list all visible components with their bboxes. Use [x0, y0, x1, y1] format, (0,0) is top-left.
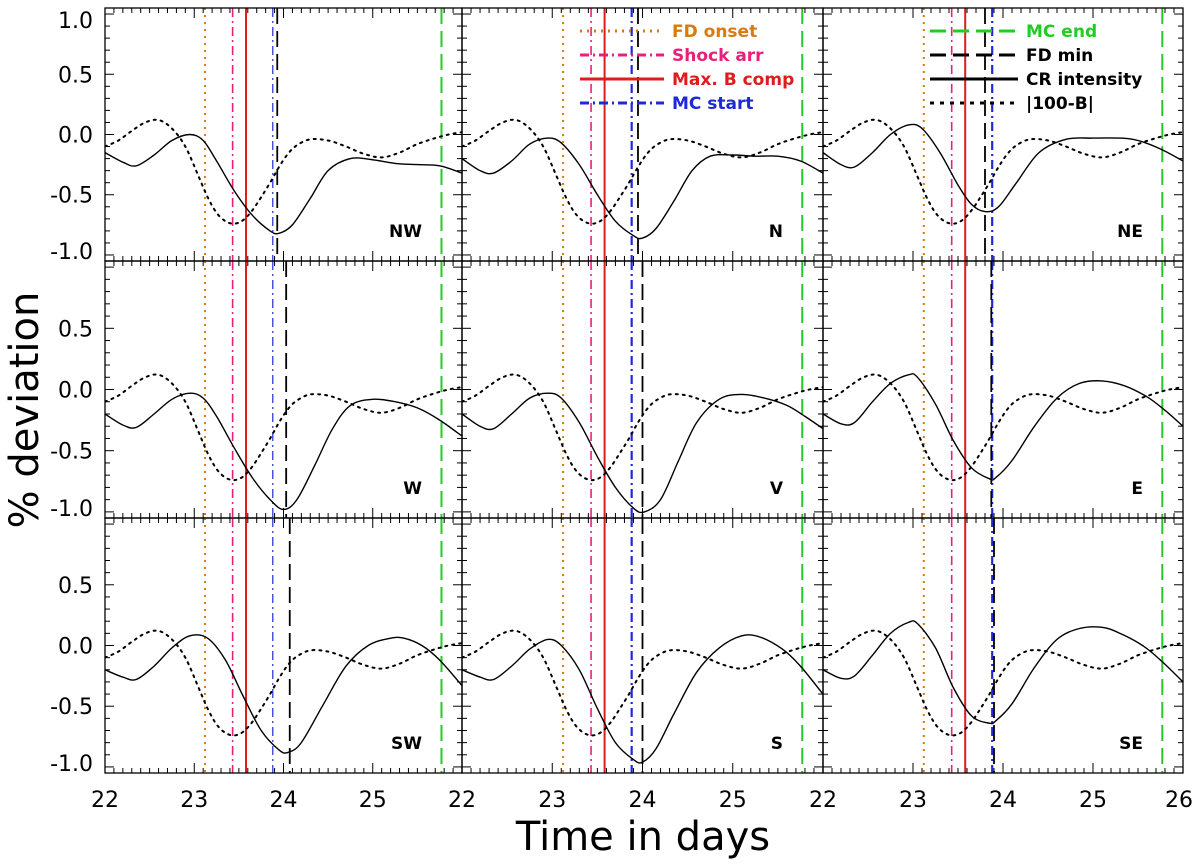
legend-item-left-3: MC start	[580, 94, 754, 114]
x-axis-label: Time in days	[515, 814, 770, 860]
legend-item-right-0: MC end	[930, 22, 1097, 42]
panel-nw: 1.0 0.5 0.0 -0.5 -1.0 NW	[50, 7, 463, 265]
legend-layer: FD onset Shock arr Max. B comp MC start MC e…	[580, 22, 1142, 114]
plot-area	[462, 261, 823, 518]
legend-item-right-1: FD min	[930, 46, 1093, 66]
legend-item-right-2: CR intensity	[930, 70, 1142, 90]
panel-label: SW	[391, 734, 422, 754]
panel-sw: 0.5 0.0 -0.5 -1.0 22 23 24 25 SW	[50, 517, 463, 813]
legend-item-right-3: |100-B|	[930, 94, 1094, 114]
legend-item-left-2: Max. B comp	[580, 70, 794, 90]
panel-label: E	[1131, 479, 1143, 499]
y-tick-label: 0.0	[58, 379, 93, 404]
plot-area	[105, 518, 462, 773]
cr-intensity-curve	[823, 620, 1183, 725]
cr-intensity-curve	[462, 137, 823, 240]
b-curve	[823, 629, 1183, 737]
plot-area	[823, 8, 1183, 261]
panel-se: 22 23 24 25 26 SE	[809, 517, 1193, 813]
panel-n: N	[461, 7, 824, 262]
panel-label: S	[771, 734, 783, 754]
legend-label: MC start	[672, 94, 754, 114]
y-tick-label: 0.5	[58, 574, 93, 599]
plot-area	[462, 518, 823, 773]
panel-label: SE	[1119, 734, 1143, 754]
cr-intensity-curve	[462, 392, 823, 514]
y-tick-label: 1.0	[58, 9, 93, 34]
plot-area	[462, 8, 823, 261]
y-tick-label: -0.5	[50, 695, 93, 720]
b-curve	[462, 373, 823, 482]
cr-intensity-curve	[105, 634, 462, 754]
legend-label: CR intensity	[1026, 70, 1142, 90]
x-tick-label: 23	[899, 788, 927, 813]
panel-s: 22 23 24 25 S	[448, 517, 824, 813]
legend-label: Max. B comp	[672, 70, 794, 90]
x-tick-label: 22	[91, 788, 119, 813]
b-curve	[105, 629, 462, 737]
legend-label: |100-B|	[1026, 94, 1094, 114]
y-tick-label: -1.0	[50, 752, 93, 777]
panel-frame	[822, 260, 1184, 519]
panel-v: V	[461, 260, 824, 519]
x-tick-label: 22	[809, 788, 837, 813]
x-tick-label: 23	[538, 788, 566, 813]
y-tick-label: 0.0	[58, 635, 93, 660]
legend-label: FD min	[1026, 46, 1093, 66]
panel-e: E	[822, 260, 1184, 519]
legend-label: Shock arr	[672, 46, 764, 66]
plot-area	[823, 518, 1183, 773]
legend-label: MC end	[1026, 22, 1097, 42]
x-tick-label: 24	[270, 788, 298, 813]
panels-layer: 1.0 0.5 0.0 -0.5 -1.0 NW N NE 0.5 0.0 -0.5 -1.0 W V E 0…	[50, 7, 1193, 813]
b-curve	[105, 373, 462, 482]
cr-intensity-curve	[823, 373, 1183, 481]
x-tick-label: 24	[989, 788, 1017, 813]
x-tick-label: 25	[359, 788, 387, 813]
panel-label: V	[770, 479, 784, 499]
panel-label: W	[403, 479, 422, 499]
y-tick-label: -0.5	[50, 184, 93, 209]
x-tick-label: 23	[180, 788, 208, 813]
plot-area	[105, 261, 462, 518]
cr-intensity-curve	[462, 634, 823, 764]
cr-intensity-curve	[823, 123, 1183, 213]
legend-item-left-1: Shock arr	[580, 46, 764, 66]
panel-label: NE	[1117, 222, 1143, 242]
x-tick-label: 25	[719, 788, 747, 813]
plot-area	[823, 261, 1183, 518]
panel-ne: NE	[822, 7, 1184, 262]
cr-intensity-curve	[105, 133, 462, 235]
panel-w: 0.5 0.0 -0.5 -1.0 W	[50, 260, 463, 522]
y-tick-label: 0.5	[58, 317, 93, 342]
b-curve	[462, 118, 823, 225]
x-tick-label: 26	[1165, 788, 1193, 813]
y-tick-label: -0.5	[50, 440, 93, 465]
plot-area	[105, 8, 462, 261]
x-tick-label: 25	[1079, 788, 1107, 813]
legend-item-left-0: FD onset	[580, 22, 757, 42]
x-tick-label: 24	[629, 788, 657, 813]
b-curve	[823, 373, 1183, 482]
y-tick-label: -1.0	[50, 240, 93, 265]
y-tick-label: -1.0	[50, 497, 93, 522]
y-tick-label: 0.5	[58, 63, 93, 88]
y-tick-label: 0.0	[58, 124, 93, 149]
b-curve	[105, 118, 462, 225]
x-tick-label: 22	[448, 788, 476, 813]
panel-label: N	[769, 222, 783, 242]
b-curve	[823, 118, 1183, 225]
legend-label: FD onset	[672, 22, 757, 42]
b-curve	[462, 629, 823, 737]
cr-intensity-curve	[105, 392, 462, 511]
panel-label: NW	[389, 222, 422, 242]
y-axis-label: % deviation	[2, 292, 48, 529]
